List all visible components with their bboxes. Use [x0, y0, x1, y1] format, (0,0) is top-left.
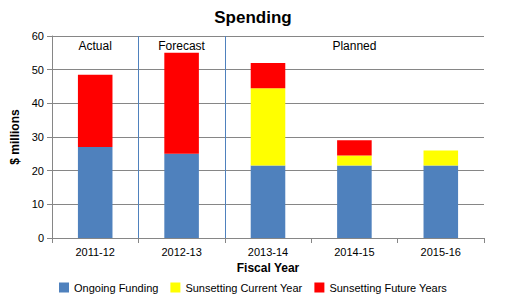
svg-text:30: 30 — [32, 131, 44, 143]
svg-text:Ongoing Funding: Ongoing Funding — [74, 282, 158, 294]
svg-text:Sunsetting Current Year: Sunsetting Current Year — [185, 282, 302, 294]
svg-text:2015-16: 2015-16 — [421, 246, 461, 258]
svg-text:Forecast: Forecast — [158, 39, 205, 53]
svg-text:0: 0 — [38, 232, 44, 244]
svg-text:2013-14: 2013-14 — [248, 246, 288, 258]
svg-text:20: 20 — [32, 165, 44, 177]
svg-text:Actual: Actual — [79, 39, 112, 53]
svg-text:2011-12: 2011-12 — [75, 246, 115, 258]
svg-text:40: 40 — [32, 97, 44, 109]
svg-text:Fiscal Year: Fiscal Year — [237, 261, 300, 275]
svg-text:2014-15: 2014-15 — [334, 246, 374, 258]
svg-text:60: 60 — [32, 30, 44, 42]
svg-text:Planned: Planned — [332, 39, 376, 53]
svg-text:2012-13: 2012-13 — [161, 246, 201, 258]
svg-text:$ millions: $ millions — [8, 109, 22, 165]
svg-text:10: 10 — [32, 198, 44, 210]
svg-text:Sunsetting Future Years: Sunsetting Future Years — [329, 282, 447, 294]
svg-text:50: 50 — [32, 64, 44, 76]
svg-text:Spending: Spending — [214, 8, 291, 27]
